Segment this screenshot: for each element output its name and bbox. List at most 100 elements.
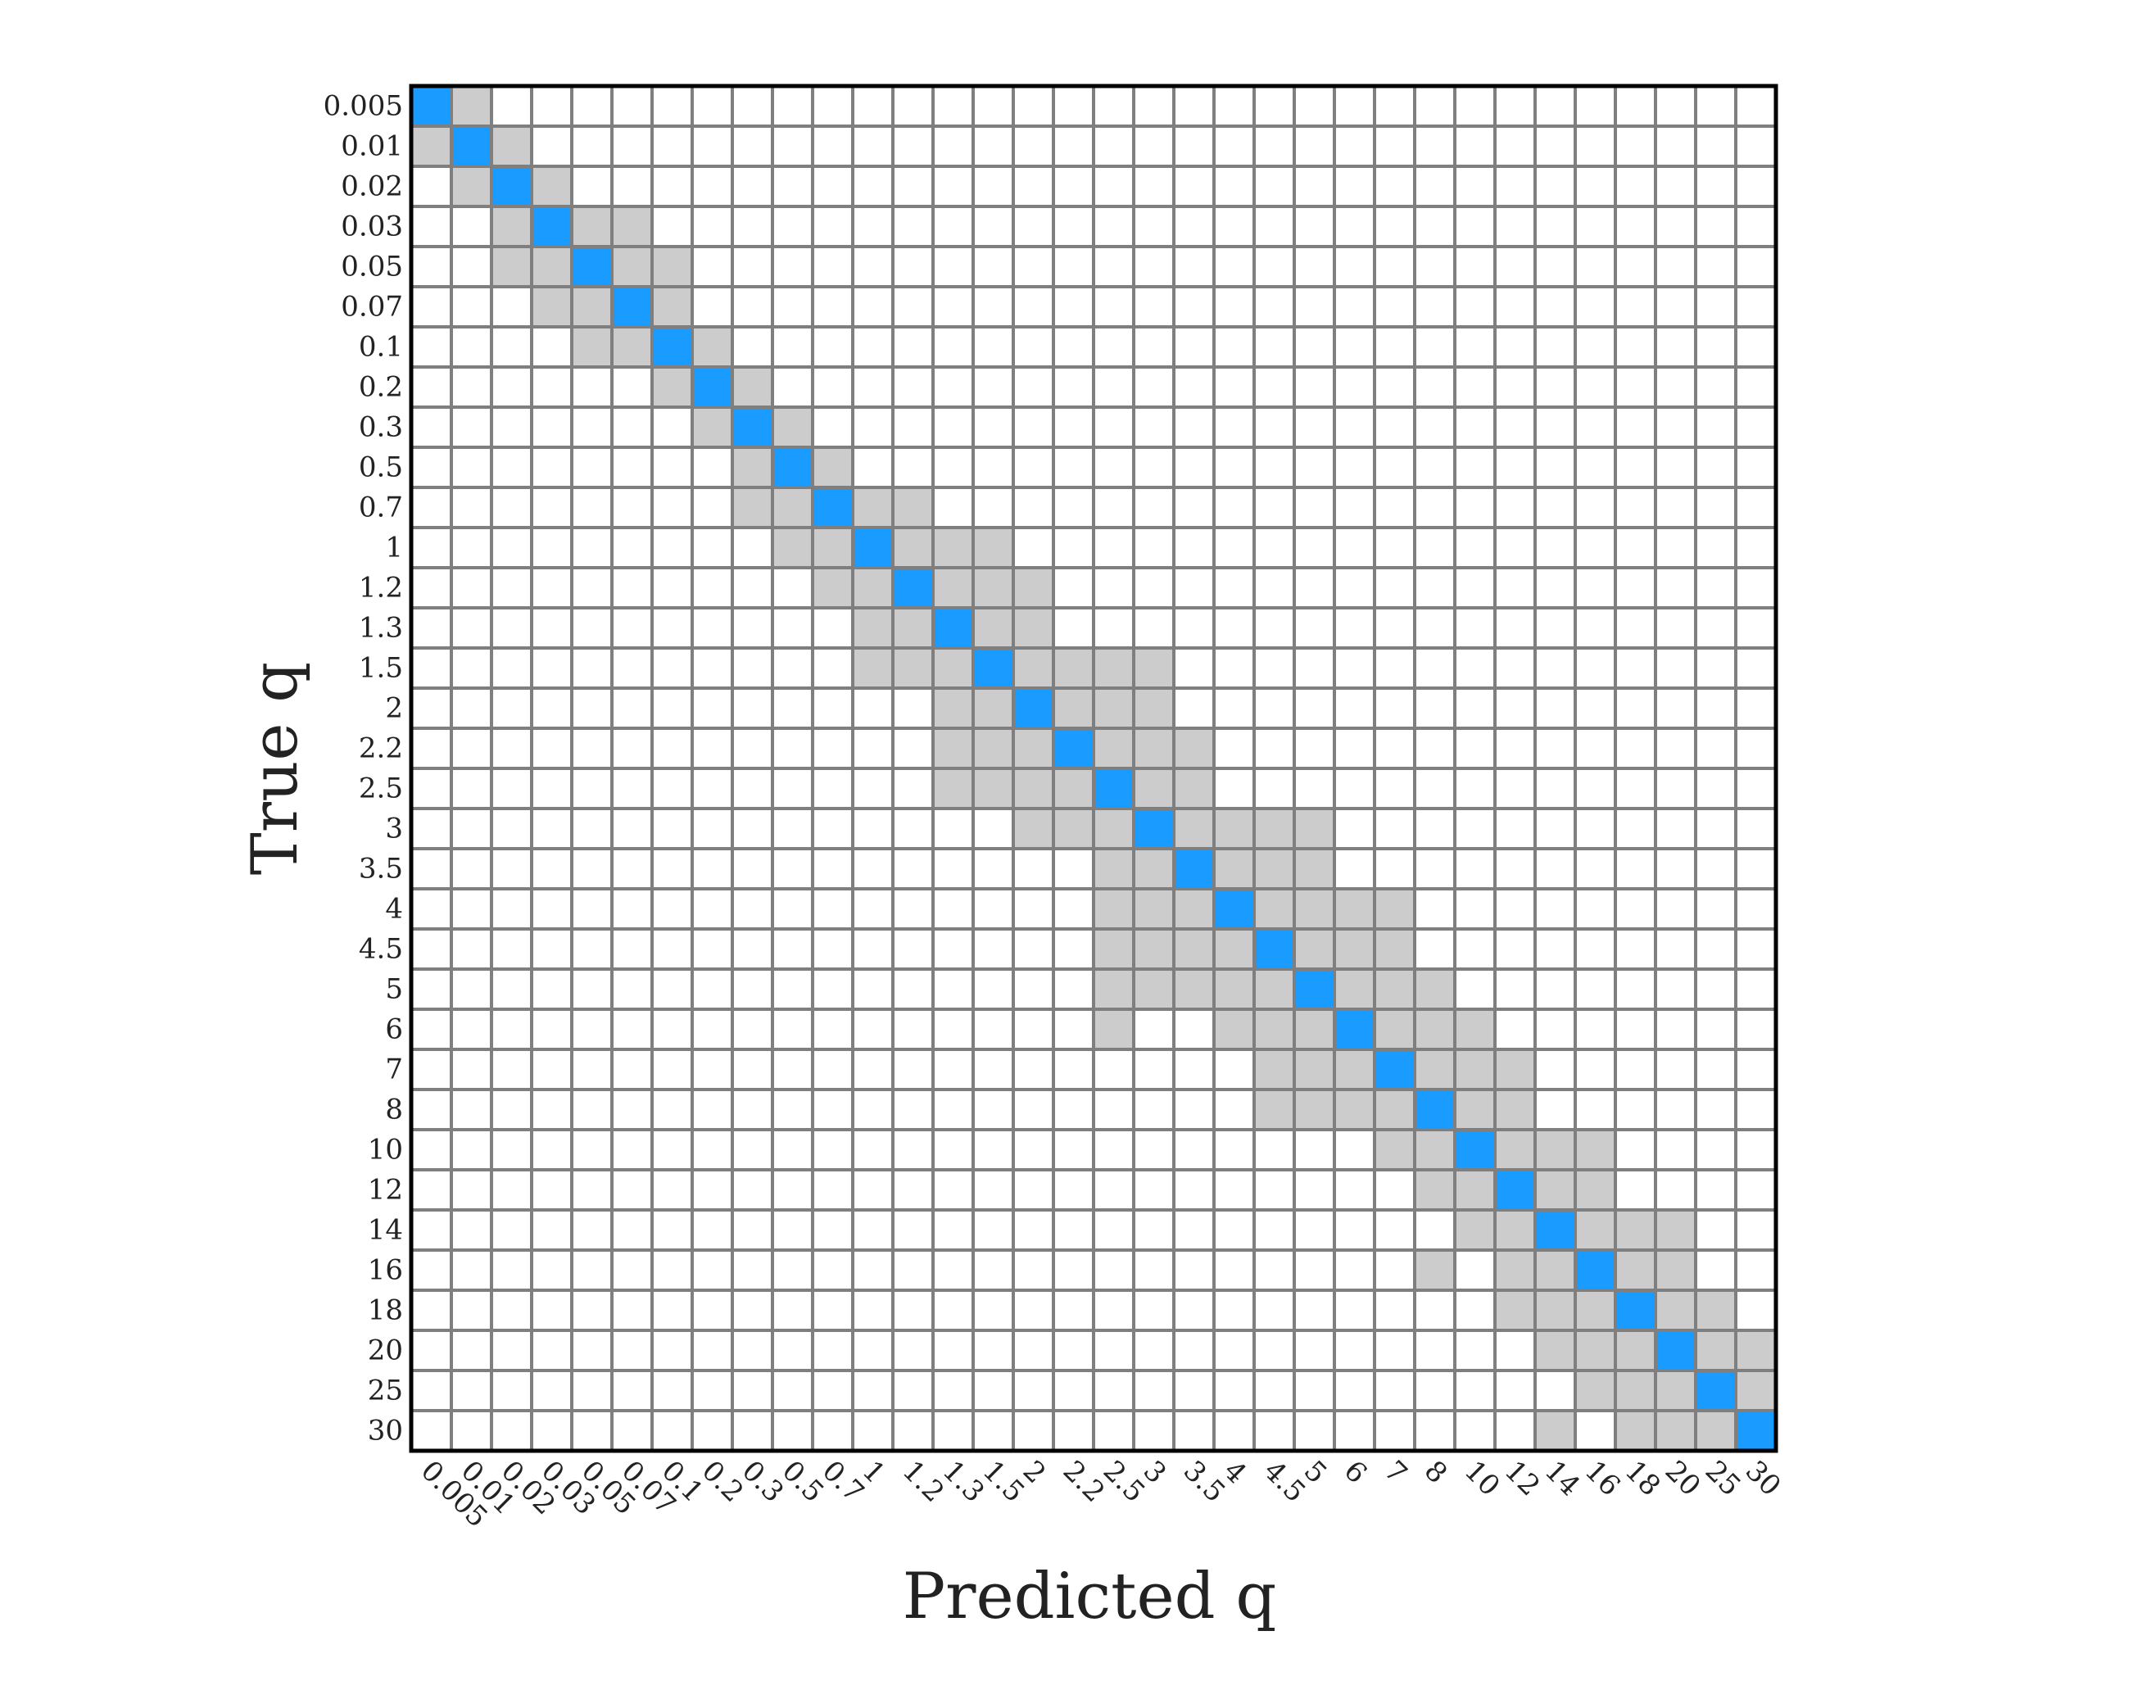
- cell: [610, 1128, 654, 1171]
- cell: [610, 767, 654, 810]
- cell: [1493, 807, 1537, 850]
- cell: [1734, 245, 1778, 288]
- cell: [1654, 1409, 1697, 1452]
- cell: [771, 285, 814, 328]
- cell: [1694, 1289, 1737, 1332]
- cell: [490, 1289, 533, 1332]
- cell: [1734, 767, 1778, 810]
- cell: [450, 165, 493, 208]
- cell: [1212, 365, 1256, 409]
- cell: [891, 967, 935, 1011]
- y-tick-label: 0.07: [341, 291, 403, 324]
- cell: [731, 646, 774, 690]
- cell: [1734, 165, 1778, 208]
- cell: [1092, 967, 1135, 1011]
- cell: [650, 767, 694, 810]
- cell: [1734, 1289, 1778, 1332]
- cell: [610, 84, 654, 128]
- cell: [691, 1329, 734, 1372]
- cell: [1373, 1008, 1416, 1051]
- cell: [1614, 727, 1657, 770]
- cell: [610, 1329, 654, 1372]
- cell: [972, 566, 1015, 609]
- cell: [1654, 245, 1697, 288]
- cell: [1212, 1409, 1256, 1452]
- cell: [1574, 205, 1617, 248]
- cell: [1293, 767, 1336, 810]
- cell: [691, 84, 734, 128]
- cell: [610, 245, 654, 288]
- cell: [1333, 405, 1376, 449]
- cell: [1574, 1048, 1617, 1091]
- cell: [1654, 84, 1697, 128]
- cell: [1333, 84, 1376, 128]
- cell: [490, 526, 533, 569]
- cell: [1052, 727, 1095, 770]
- cell: [1293, 1208, 1336, 1252]
- cell: [530, 526, 573, 569]
- cell: [1373, 325, 1416, 369]
- cell: [1574, 1409, 1617, 1452]
- cell: [650, 646, 694, 690]
- cell: [972, 1128, 1015, 1171]
- cell: [1574, 807, 1617, 850]
- cell: [570, 1208, 614, 1252]
- cell: [530, 1409, 573, 1452]
- cell: [1694, 84, 1737, 128]
- cell: [450, 967, 493, 1011]
- cell: [1413, 365, 1456, 409]
- cell: [610, 887, 654, 931]
- cell: [1413, 1329, 1456, 1372]
- cell: [1132, 807, 1175, 850]
- cell: [1373, 285, 1416, 328]
- cell: [851, 84, 895, 128]
- cell: [1052, 927, 1095, 971]
- cell: [1453, 1128, 1497, 1171]
- cell: [1132, 1369, 1175, 1412]
- cell: [771, 1048, 814, 1091]
- cell: [1333, 125, 1376, 168]
- cell: [691, 1048, 734, 1091]
- cell: [931, 1168, 975, 1212]
- cell: [1252, 1248, 1296, 1292]
- cell: [771, 84, 814, 128]
- cell: [1252, 245, 1296, 288]
- cell: [1132, 285, 1175, 328]
- cell: [1614, 887, 1657, 931]
- cell: [1092, 1329, 1135, 1372]
- cell: [1373, 1409, 1416, 1452]
- cell: [1252, 967, 1296, 1011]
- cell: [410, 1008, 453, 1051]
- cell: [1212, 927, 1256, 971]
- cell: [1052, 606, 1095, 650]
- cell: [931, 646, 975, 690]
- cell: [1614, 1409, 1657, 1452]
- cell: [1172, 245, 1216, 288]
- cell: [1373, 967, 1416, 1011]
- y-tick-label: 2: [385, 692, 403, 725]
- y-tick-label: 20: [368, 1334, 403, 1367]
- cell: [811, 1289, 854, 1332]
- cell: [891, 1208, 935, 1252]
- cell: [1132, 1008, 1175, 1051]
- cell: [891, 1128, 935, 1171]
- cell: [1453, 646, 1497, 690]
- cell: [731, 606, 774, 650]
- cell: [1614, 165, 1657, 208]
- cell: [1092, 84, 1135, 128]
- cell: [691, 606, 734, 650]
- cell: [1052, 486, 1095, 529]
- cell: [570, 165, 614, 208]
- cell: [570, 84, 614, 128]
- y-tick-label: 0.1: [359, 331, 403, 364]
- cell: [811, 165, 854, 208]
- cell: [1533, 887, 1577, 931]
- cell: [1212, 566, 1256, 609]
- cell: [570, 847, 614, 890]
- cell: [1614, 927, 1657, 971]
- cell: [891, 807, 935, 850]
- cell: [1694, 1128, 1737, 1171]
- cell: [490, 1248, 533, 1292]
- cell: [1252, 165, 1296, 208]
- x-tick-label: 25: [1699, 1454, 1747, 1502]
